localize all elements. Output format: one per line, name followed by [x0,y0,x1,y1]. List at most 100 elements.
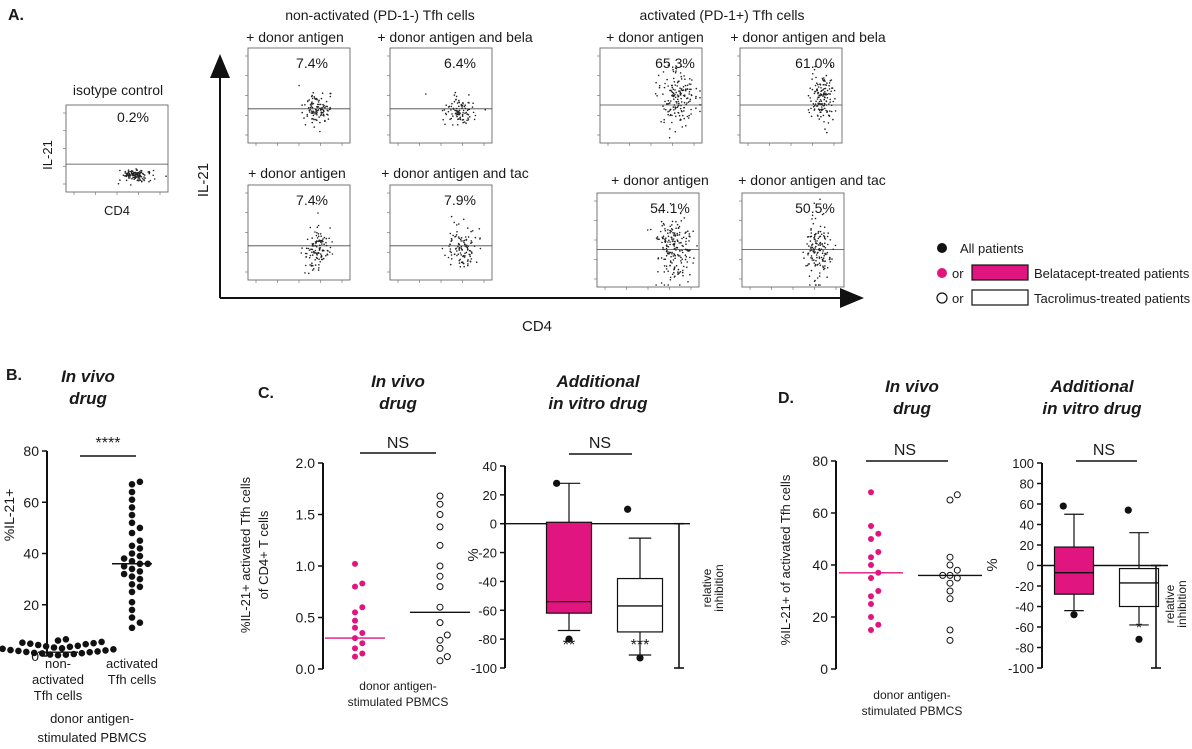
flow-event-dot [131,174,134,177]
data-point [120,555,128,562]
flow-event-dot [134,175,137,178]
flow-event-dot [822,245,824,247]
flow-event-dot [139,179,141,181]
flow-event-dot [451,102,453,105]
flow-event-dot [677,240,679,242]
data-point [128,519,136,527]
flow-event-dot [681,271,684,274]
flow-event-dot [675,220,677,223]
y-tick-label: -100 [471,661,497,676]
flow-event-dot [448,245,450,247]
flow-event-dot [466,260,469,262]
flow-event-dot [460,261,463,264]
flow-event-dot [813,236,815,239]
flow-event-dot [813,259,815,261]
y-tick-label: -60 [1015,620,1034,635]
flow-event-dot [677,227,680,229]
flow-event-dot [664,82,666,85]
flow-event-dot [313,268,315,270]
flow-event-dot [457,245,459,248]
flow-event-dot [687,249,690,252]
flow-event-dot [814,65,816,68]
outlier-point [636,654,644,662]
flow-event-dot [667,232,669,234]
plot-label-na-3: + donor antigen [248,165,346,181]
flow-event-dot [810,229,812,231]
flow-event-dot [825,92,827,95]
flow-event-dot [471,241,473,244]
flow-event-dot [823,226,826,228]
flow-event-dot [457,118,460,120]
y-tick-label: 40 [812,557,828,573]
flow-event-dot [691,79,693,81]
flow-event-dot [310,264,313,267]
flow-event-dot [135,168,137,170]
flow-event-dot [808,275,811,278]
flow-event-dot [319,247,322,249]
flow-event-dot [833,89,836,92]
flow-event-dot [462,102,464,104]
data-point [128,511,136,519]
flow-event-dot [325,244,328,247]
flow-event-dot [311,237,314,239]
activated-heading: activated (PD-1+) Tfh cells [639,7,804,23]
y-tick-label: 80 [812,453,828,469]
data-point [27,640,34,647]
panel-b-ylabel: %IL-21+ [1,489,17,542]
data-point [38,650,46,657]
flow-event-dot [659,230,662,233]
flow-event-dot [684,258,687,261]
outlier-point [624,505,632,513]
flow-event-dot [317,233,320,235]
flow-event-dot [464,104,467,106]
flow-event-dot [811,259,813,261]
data-point [128,614,136,621]
flow-event-dot [663,224,665,226]
flow-event-dot [451,239,453,241]
data-point [128,481,136,488]
flow-event-dot [809,240,812,242]
flow-event-dot [821,243,823,245]
flow-event-dot [127,177,130,179]
flow-event-dot [459,238,462,241]
flow-event-dot [126,173,128,175]
data-point [34,641,42,649]
flow-event-dot [686,261,689,263]
flow-event-dot [329,251,331,253]
legend-dot-all [937,243,947,253]
data-point [62,651,70,658]
flow-event-dot [665,108,667,111]
flow-event-dot [671,253,673,255]
data-point [946,636,954,644]
flow-percentage: 61.0% [795,55,835,71]
flow-event-dot [823,245,825,248]
flow-event-dot [459,118,462,121]
flow-event-dot [813,262,816,264]
data-point [136,568,144,575]
flow-event-dot [686,84,689,87]
flow-event-dot [473,118,476,121]
flow-event-dot [829,101,831,103]
panel-d-scatter-title-2: drug [893,399,931,418]
flow-event-dot [669,261,672,263]
flow-event-dot [674,266,676,268]
flow-event-dot [306,115,309,117]
flow-event-dot [825,253,828,255]
flow-percentage: 0.2% [117,109,149,125]
flow-event-dot [443,109,446,111]
flow-event-dot [314,111,316,114]
flow-event-dot [316,111,318,114]
flow-event-dot [815,76,817,79]
flow-event-dot [680,256,682,259]
flow-event-dot [313,118,315,121]
flow-event-dot [671,84,673,87]
flow-event-dot [465,245,468,248]
flow-event-dot [450,237,453,240]
flow-event-dot [663,258,665,261]
flow-event-dot [814,103,817,105]
flow-plot-isotype: 0.2% [63,104,169,195]
flow-event-dot [822,95,824,97]
flow-event-dot [456,250,458,252]
panel-d-box-title-2: in vitro drug [1042,399,1142,418]
data-point [875,621,882,628]
